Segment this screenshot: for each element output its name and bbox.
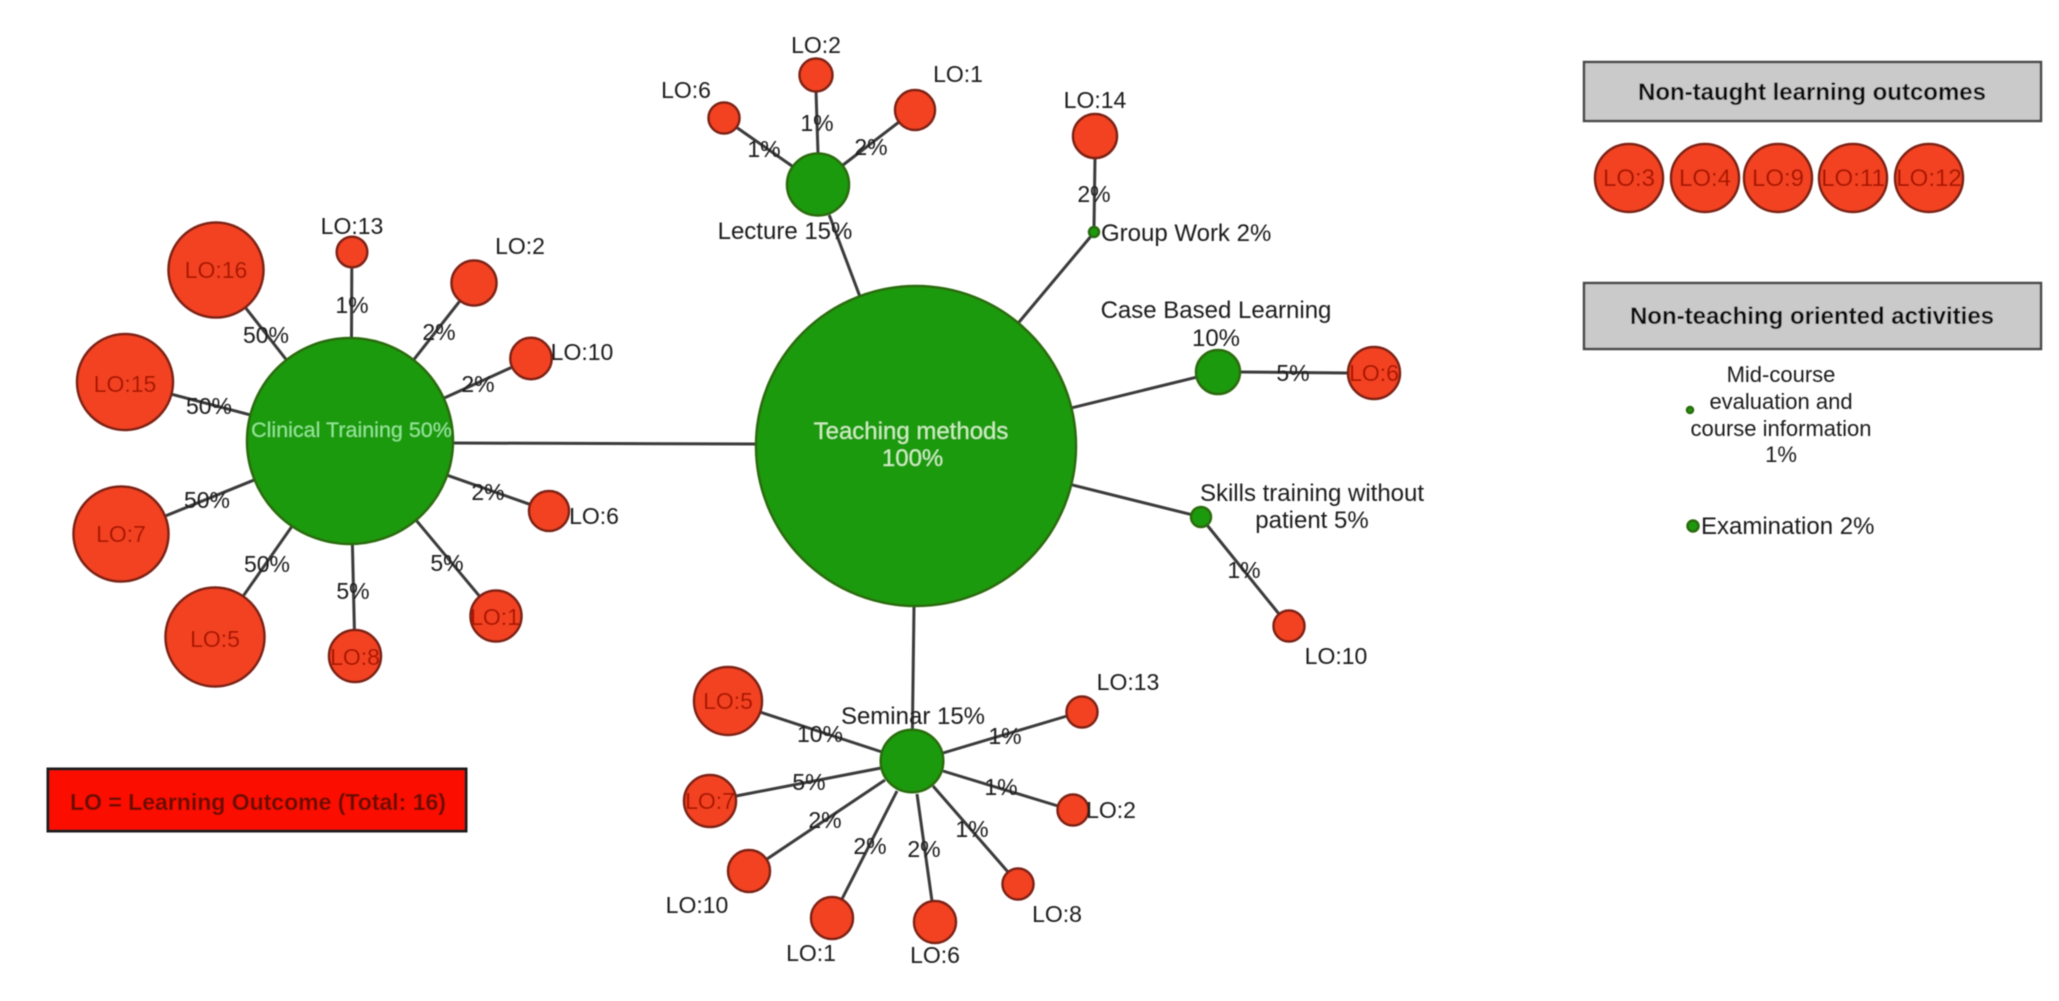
svg-text:1%: 1% [747,136,780,162]
svg-text:LO:8: LO:8 [1032,901,1082,927]
svg-text:LO:13: LO:13 [321,213,384,239]
svg-text:5%: 5% [1276,360,1309,386]
svg-text:1%: 1% [955,816,988,842]
svg-text:Case Based Learning: Case Based Learning [1101,297,1332,324]
svg-text:LO:1: LO:1 [470,604,520,630]
svg-text:1%: 1% [800,110,833,136]
svg-text:2%: 2% [471,479,504,505]
svg-text:LO:5: LO:5 [703,688,753,714]
svg-text:LO:2: LO:2 [495,233,545,259]
svg-text:1%: 1% [1765,442,1797,467]
svg-text:5%: 5% [430,550,463,576]
svg-text:LO:6: LO:6 [661,77,711,103]
svg-text:Teaching methods: Teaching methods [814,418,1009,445]
svg-text:Group Work 2%: Group Work 2% [1101,220,1271,247]
svg-text:LO:13: LO:13 [1097,669,1160,695]
svg-text:2%: 2% [461,371,494,397]
svg-text:Skills training without: Skills training without [1200,480,1424,507]
svg-text:2%: 2% [907,836,940,862]
svg-text:LO:7: LO:7 [685,788,735,814]
svg-text:evaluation and: evaluation and [1709,389,1852,414]
svg-text:Seminar 15%: Seminar 15% [841,703,985,730]
svg-text:50%: 50% [244,551,290,577]
svg-text:course information: course information [1691,416,1872,441]
svg-text:Examination 2%: Examination 2% [1701,513,1874,540]
svg-text:LO = Learning Outcome (Total:: LO = Learning Outcome (Total: 16) [70,789,446,815]
svg-text:2%: 2% [808,807,841,833]
svg-text:LO:16: LO:16 [185,257,248,283]
svg-text:LO:10: LO:10 [551,339,614,365]
svg-text:LO:8: LO:8 [330,644,380,670]
svg-text:10%: 10% [797,721,843,747]
svg-text:Clinical Training 50%: Clinical Training 50% [251,418,452,442]
svg-text:LO:3: LO:3 [1603,165,1655,192]
svg-text:2%: 2% [854,134,887,160]
svg-text:LO:2: LO:2 [1086,797,1136,823]
svg-text:2%: 2% [1077,181,1110,207]
svg-text:LO:15: LO:15 [94,371,157,397]
svg-text:5%: 5% [792,769,825,795]
svg-text:LO:6: LO:6 [910,942,960,968]
svg-text:LO:9: LO:9 [1752,165,1804,192]
svg-text:patient 5%: patient 5% [1255,507,1368,534]
svg-text:1%: 1% [988,723,1021,749]
svg-text:Lecture 15%: Lecture 15% [718,218,853,245]
svg-text:LO:12: LO:12 [1896,165,1961,192]
svg-text:LO:6: LO:6 [569,503,619,529]
svg-text:50%: 50% [184,487,230,513]
svg-text:Non-teaching oriented activiti: Non-teaching oriented activities [1630,303,1994,330]
svg-text:LO:10: LO:10 [666,892,729,918]
svg-text:Mid-course: Mid-course [1727,362,1836,387]
svg-text:LO:11: LO:11 [1821,165,1885,192]
svg-text:LO:1: LO:1 [786,940,836,966]
svg-text:LO:14: LO:14 [1064,87,1127,113]
svg-text:Non-taught learning outcomes: Non-taught learning outcomes [1638,79,1986,106]
svg-text:2%: 2% [422,319,455,345]
svg-text:LO:6: LO:6 [1349,360,1399,386]
svg-text:10%: 10% [1192,325,1240,352]
svg-text:LO:4: LO:4 [1679,165,1731,192]
svg-text:1%: 1% [335,292,368,318]
svg-text:LO:7: LO:7 [96,521,146,547]
svg-text:2%: 2% [853,833,886,859]
svg-text:50%: 50% [186,393,232,419]
svg-text:1%: 1% [1227,557,1260,583]
svg-text:LO:10: LO:10 [1305,643,1368,669]
svg-text:1%: 1% [984,774,1017,800]
svg-text:50%: 50% [243,322,289,348]
svg-text:5%: 5% [336,578,369,604]
svg-text:100%: 100% [882,445,943,472]
svg-text:LO:1: LO:1 [933,61,983,87]
svg-text:LO:5: LO:5 [190,626,240,652]
svg-text:LO:2: LO:2 [791,32,841,58]
